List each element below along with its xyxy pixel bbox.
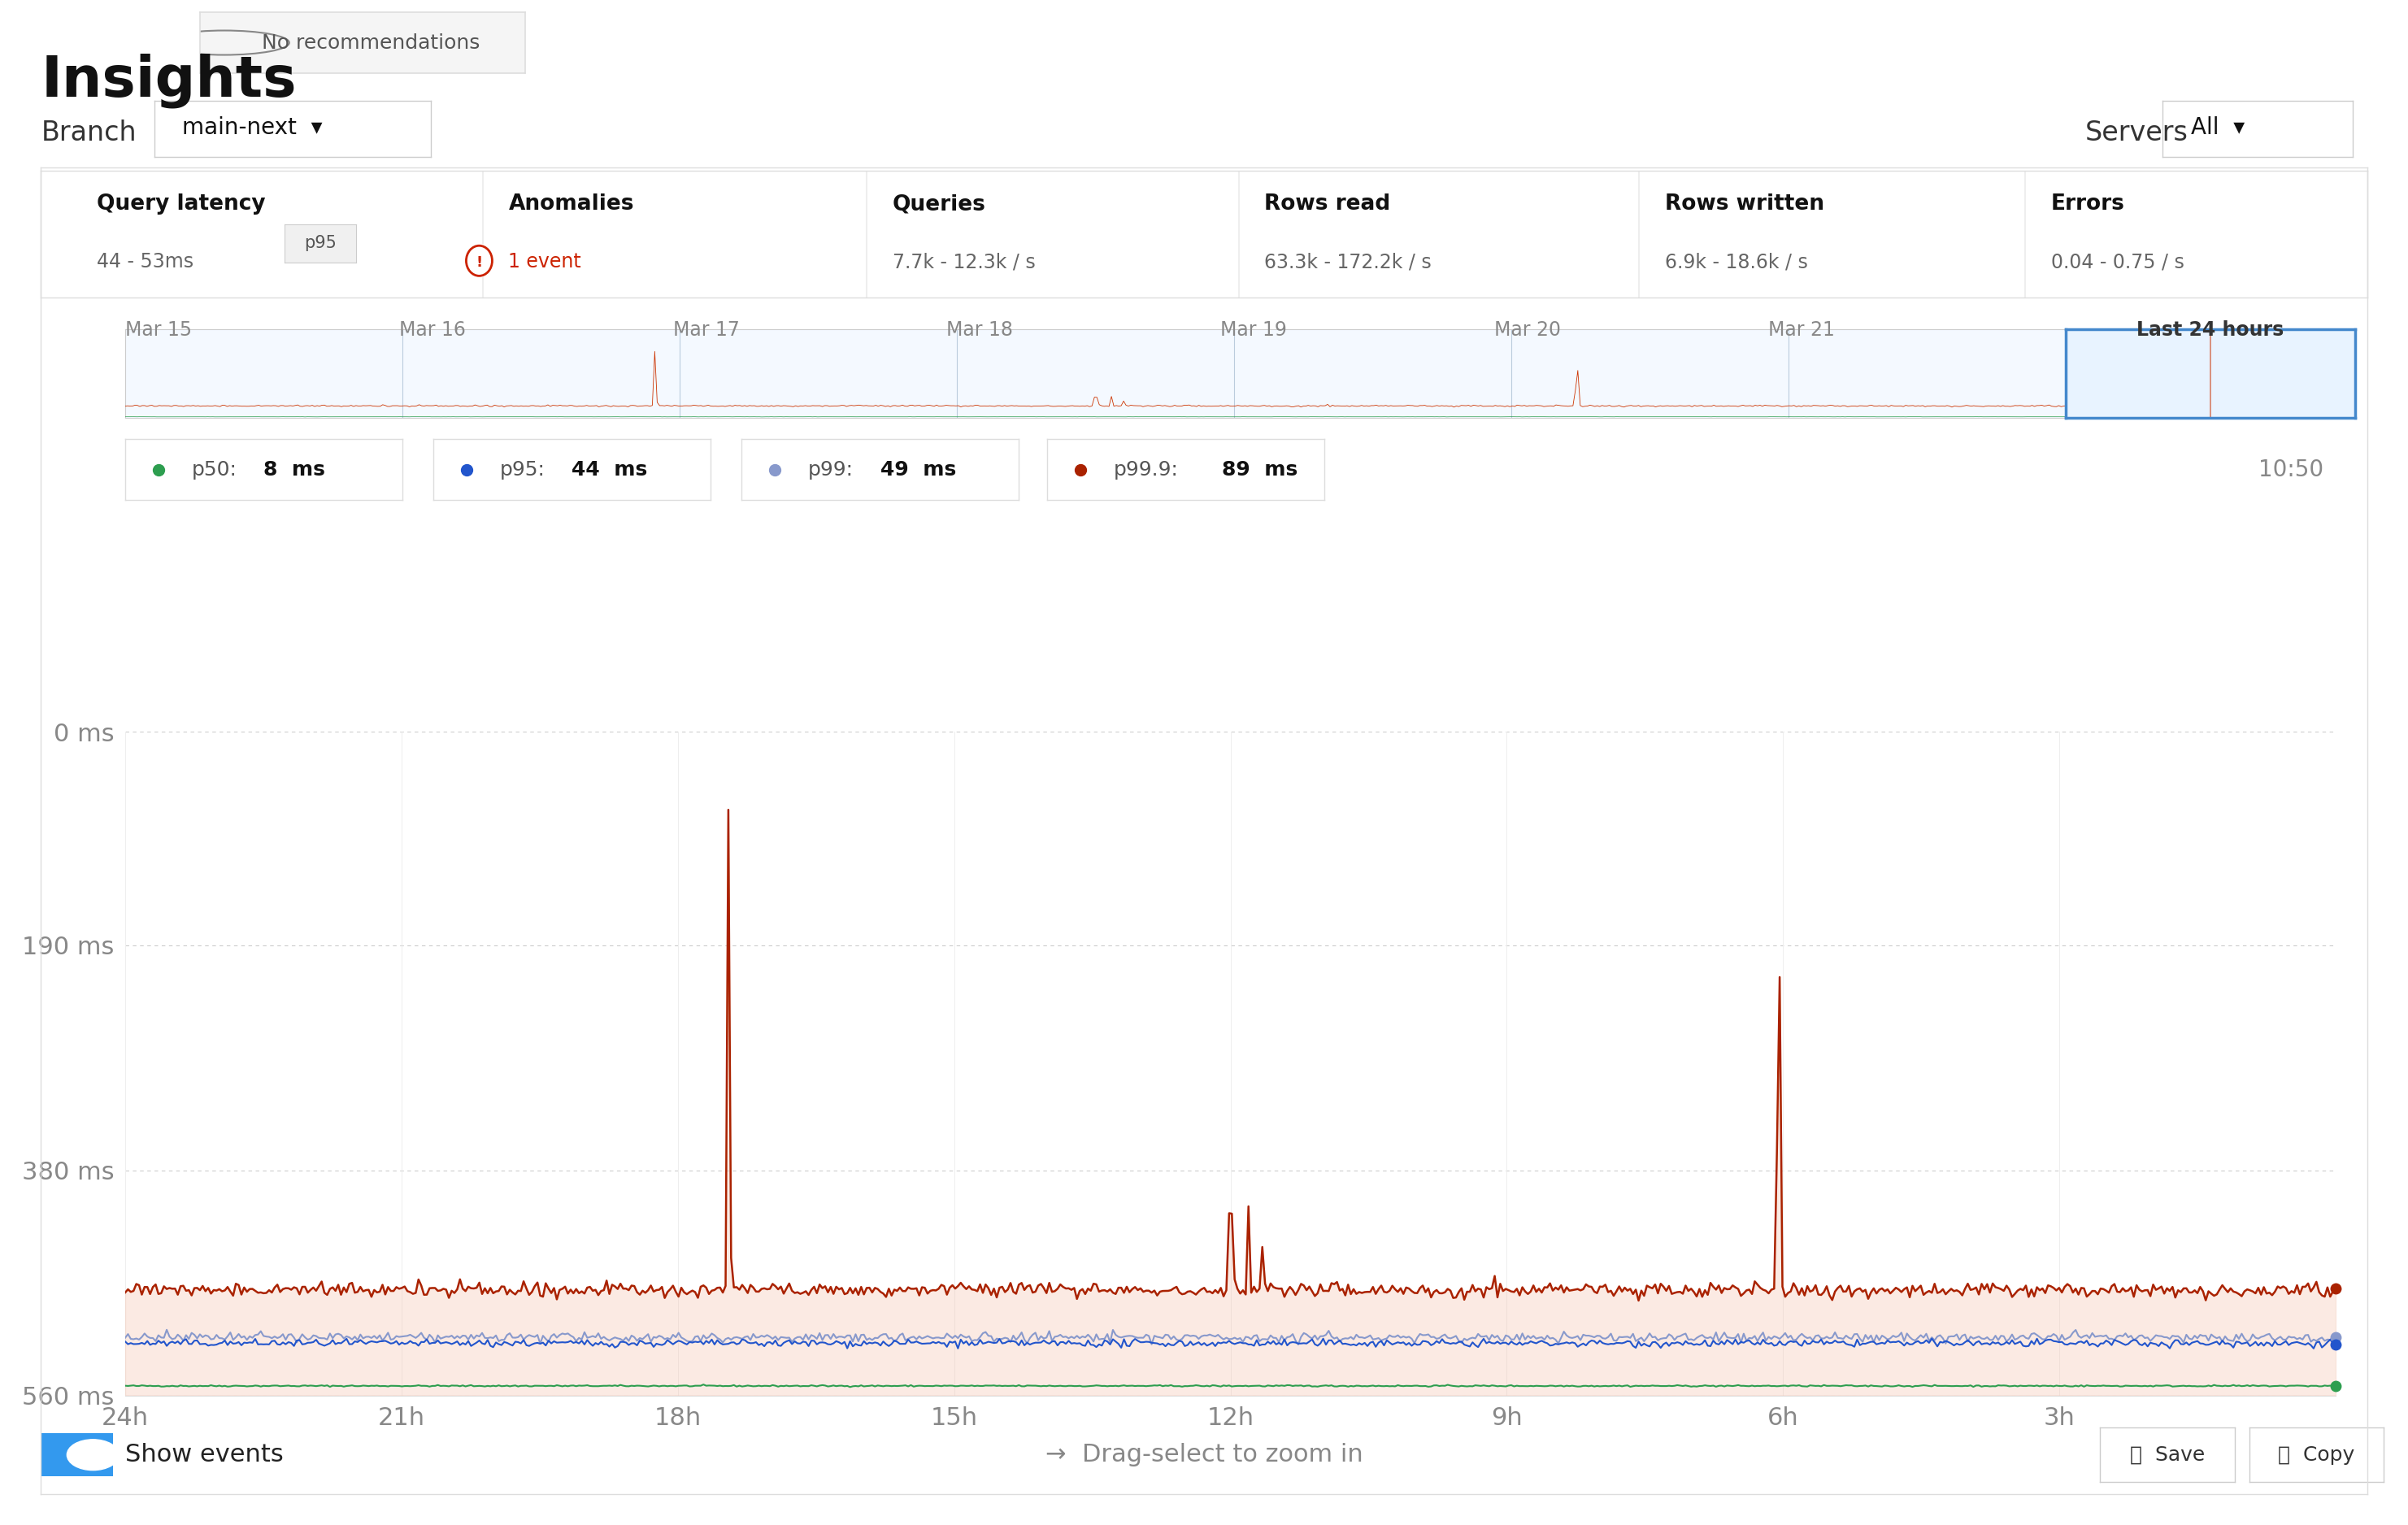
Text: Branch: Branch [41, 119, 137, 146]
Text: Mar 20: Mar 20 [1495, 320, 1560, 340]
Text: 8  ms: 8 ms [265, 461, 325, 479]
Text: Show events: Show events [125, 1443, 284, 1467]
Text: p95: p95 [303, 235, 337, 252]
Text: Mar 18: Mar 18 [946, 320, 1014, 340]
Text: →  Drag-select to zoom in: → Drag-select to zoom in [1045, 1443, 1363, 1467]
FancyBboxPatch shape [43, 1438, 111, 1472]
Text: Mar 15: Mar 15 [125, 320, 193, 340]
Text: Errors: Errors [2052, 194, 2124, 215]
Text: 10:50: 10:50 [2259, 459, 2324, 480]
Text: 44 - 53ms: 44 - 53ms [96, 252, 193, 271]
Text: main-next  ▾: main-next ▾ [183, 116, 323, 139]
Text: 6.9k - 18.6k / s: 6.9k - 18.6k / s [1664, 252, 1808, 271]
Text: Mar 16: Mar 16 [400, 320, 465, 340]
Text: 7.7k - 12.3k / s: 7.7k - 12.3k / s [893, 252, 1035, 271]
Text: 1 event: 1 event [508, 252, 580, 271]
Text: ⛶  Save: ⛶ Save [2129, 1446, 2206, 1464]
Text: 89  ms: 89 ms [1221, 461, 1298, 479]
Text: 44  ms: 44 ms [573, 461, 648, 479]
Text: Queries: Queries [893, 194, 985, 215]
Text: No recommendations: No recommendations [262, 34, 479, 52]
Text: Anomalies: Anomalies [508, 194, 633, 215]
Text: p95:: p95: [501, 461, 544, 479]
Text: Last 24 hours: Last 24 hours [2136, 320, 2285, 340]
Text: Mar 19: Mar 19 [1221, 320, 1286, 340]
Text: p99.9:: p99.9: [1115, 461, 1180, 479]
Text: 49  ms: 49 ms [881, 461, 956, 479]
Text: ⧉  Copy: ⧉ Copy [2278, 1446, 2355, 1464]
Text: All  ▾: All ▾ [2191, 116, 2244, 139]
Text: Insights: Insights [41, 53, 296, 108]
Text: 63.3k - 172.2k / s: 63.3k - 172.2k / s [1264, 252, 1433, 271]
Text: Mar 21: Mar 21 [1767, 320, 1835, 340]
Text: Rows read: Rows read [1264, 194, 1392, 215]
Text: Rows written: Rows written [1664, 194, 1823, 215]
Text: p50:: p50: [193, 461, 236, 479]
Text: Servers: Servers [2085, 119, 2189, 146]
Text: Query latency: Query latency [96, 194, 265, 215]
Text: 0.04 - 0.75 / s: 0.04 - 0.75 / s [2052, 252, 2184, 271]
Text: p99:: p99: [809, 461, 855, 479]
Circle shape [67, 1440, 118, 1470]
Text: !: ! [477, 255, 482, 270]
Text: Mar 17: Mar 17 [672, 320, 739, 340]
